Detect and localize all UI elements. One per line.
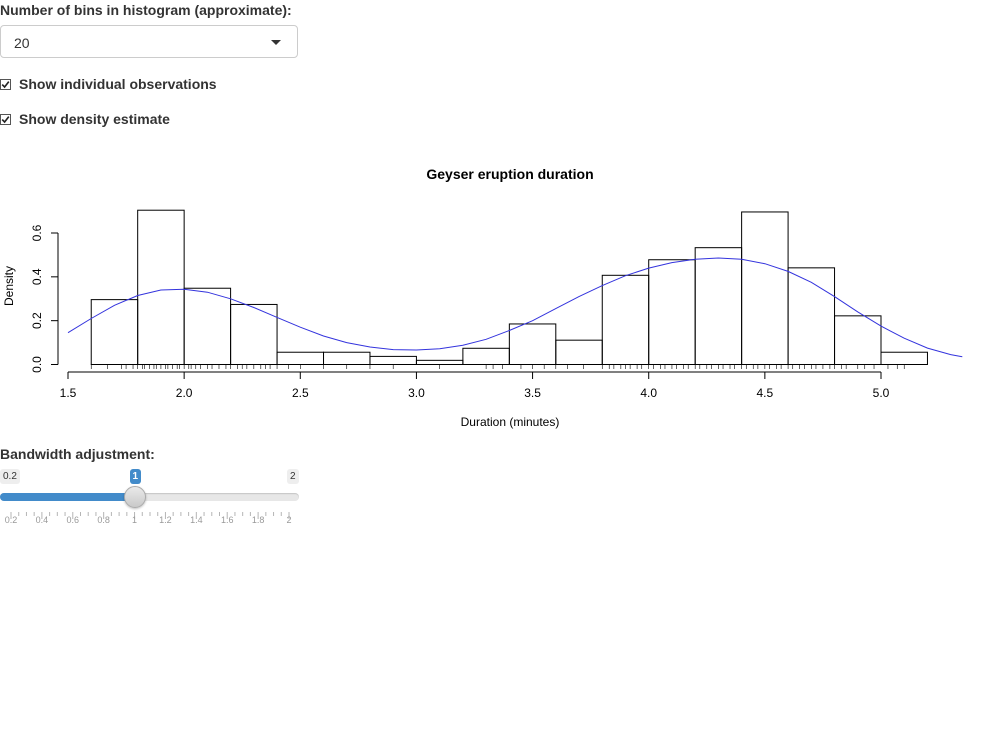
x-tick-label: 4.5 bbox=[757, 386, 774, 400]
bandwidth-label: Bandwidth adjustment: bbox=[0, 446, 155, 462]
y-axis-label: Density bbox=[2, 266, 16, 306]
individual-observations-checkbox[interactable] bbox=[0, 78, 11, 90]
slider-grid: 0.2 0.4 0.6 0.8 1 1.2 1.4 1.6 1.8 2 bbox=[5, 512, 292, 525]
histogram-bar bbox=[369, 355, 417, 366]
histogram-bar bbox=[834, 315, 882, 365]
slider-grid-label: 2 bbox=[286, 515, 291, 525]
histogram-bar bbox=[601, 274, 650, 365]
density-estimate-checkbox[interactable] bbox=[0, 113, 11, 125]
bandwidth-slider-handle[interactable] bbox=[123, 486, 146, 508]
bins-select-value: 20 bbox=[14, 35, 30, 51]
histogram-bar bbox=[183, 287, 232, 365]
slider-grid-label: 1.8 bbox=[252, 515, 265, 525]
histogram-bar bbox=[90, 299, 139, 365]
histogram-bar bbox=[415, 359, 464, 365]
individual-observations-checkbox-row[interactable]: Show individual observations bbox=[0, 74, 217, 94]
x-tick-label: 3.5 bbox=[524, 386, 541, 400]
checkmark-icon bbox=[1, 80, 10, 88]
slider-grid-label: 0.2 bbox=[5, 515, 18, 525]
chevron-down-icon bbox=[271, 40, 281, 45]
slider-grid-label: 0.4 bbox=[36, 515, 49, 525]
histogram-bar bbox=[741, 211, 789, 365]
bins-label: Number of bins in histogram (approximate… bbox=[0, 2, 292, 18]
slider-grid-label: 1 bbox=[132, 515, 137, 525]
histogram-bar bbox=[555, 339, 603, 365]
histogram-bar bbox=[276, 351, 325, 366]
x-tick-label: 4.0 bbox=[640, 386, 657, 400]
bandwidth-slider-track[interactable] bbox=[0, 493, 299, 501]
y-tick-label: 0.2 bbox=[30, 312, 44, 329]
histogram-bar bbox=[323, 351, 371, 366]
histogram-plot: Geyser eruption duration Density Duratio… bbox=[2, 166, 963, 429]
x-tick-label: 2.0 bbox=[176, 386, 193, 400]
y-tick-label: 0.6 bbox=[30, 224, 44, 241]
y-tick-label: 0.0 bbox=[30, 356, 44, 373]
y-tick-label: 0.4 bbox=[30, 268, 44, 285]
histogram-bar bbox=[694, 247, 743, 365]
histogram-bar bbox=[137, 209, 185, 365]
slider-max-label: 2 bbox=[287, 469, 299, 484]
slider-grid-label: 1.6 bbox=[221, 515, 234, 525]
x-tick-label: 3.0 bbox=[408, 386, 425, 400]
bandwidth-slider-fill bbox=[0, 493, 135, 501]
x-axis-label: Duration (minutes) bbox=[461, 415, 560, 429]
slider-grid-label: 1.4 bbox=[190, 515, 203, 525]
slider-grid-label: 1.2 bbox=[159, 515, 172, 525]
histogram-bar bbox=[648, 259, 696, 365]
histogram-bar bbox=[462, 347, 510, 365]
histogram-bar bbox=[230, 303, 278, 365]
bins-select[interactable]: 20 bbox=[0, 25, 298, 58]
density-curve bbox=[67, 257, 963, 358]
density-estimate-checkbox-row[interactable]: Show density estimate bbox=[0, 109, 170, 129]
x-tick-label: 2.5 bbox=[292, 386, 309, 400]
individual-observations-label: Show individual observations bbox=[19, 76, 217, 92]
chart-title: Geyser eruption duration bbox=[426, 166, 593, 182]
histogram-bar bbox=[880, 351, 928, 366]
density-estimate-label: Show density estimate bbox=[19, 111, 170, 127]
slider-value-label: 1 bbox=[129, 469, 142, 484]
x-tick-label: 1.5 bbox=[60, 386, 77, 400]
histogram-bar bbox=[508, 323, 557, 365]
x-tick-label: 5.0 bbox=[873, 386, 890, 400]
slider-grid-label: 0.6 bbox=[67, 515, 80, 525]
slider-min-label: 0.2 bbox=[0, 469, 20, 484]
checkmark-icon bbox=[1, 115, 10, 123]
slider-grid-label: 0.8 bbox=[97, 515, 110, 525]
